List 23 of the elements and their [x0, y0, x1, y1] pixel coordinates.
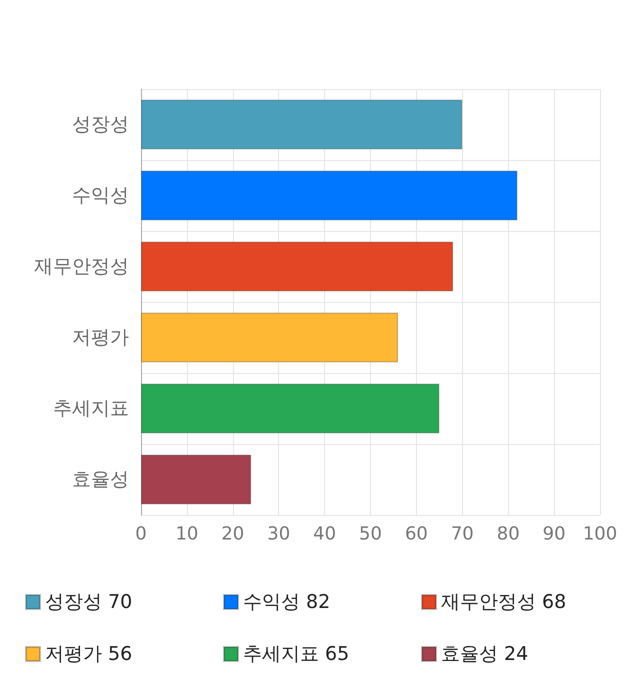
x-tick-label: 40 — [313, 524, 336, 544]
legend-label: 추세지표 65 — [243, 643, 350, 665]
y-tick-label: 효율성 — [72, 468, 129, 490]
y-tick-label: 추세지표 — [53, 398, 129, 420]
x-tick-label: 80 — [496, 524, 520, 544]
x-tick-label: 70 — [450, 524, 474, 544]
y-tick-label: 수익성 — [72, 184, 129, 206]
x-tick-label: 20 — [221, 524, 244, 544]
x-tick-label: 10 — [175, 524, 198, 544]
legend-label: 재무안정성 68 — [441, 591, 566, 613]
legend-label: 효율성 24 — [441, 643, 528, 665]
x-tick-label: 90 — [542, 524, 566, 544]
legend-label: 수익성 82 — [243, 591, 330, 613]
y-tick-label: 저평가 — [72, 326, 129, 348]
x-tick-label: 100 — [582, 524, 618, 544]
y-tick-label: 재무안정성 — [34, 256, 129, 278]
y-tick-label: 성장성 — [72, 114, 129, 136]
x-tick-label: 60 — [404, 524, 428, 544]
x-tick-label: 0 — [135, 524, 147, 544]
legend-label: 저평가 56 — [45, 643, 132, 665]
legend-label: 성장성 70 — [45, 591, 132, 613]
x-tick-label: 50 — [359, 524, 382, 544]
x-tick-label: 30 — [267, 524, 290, 544]
